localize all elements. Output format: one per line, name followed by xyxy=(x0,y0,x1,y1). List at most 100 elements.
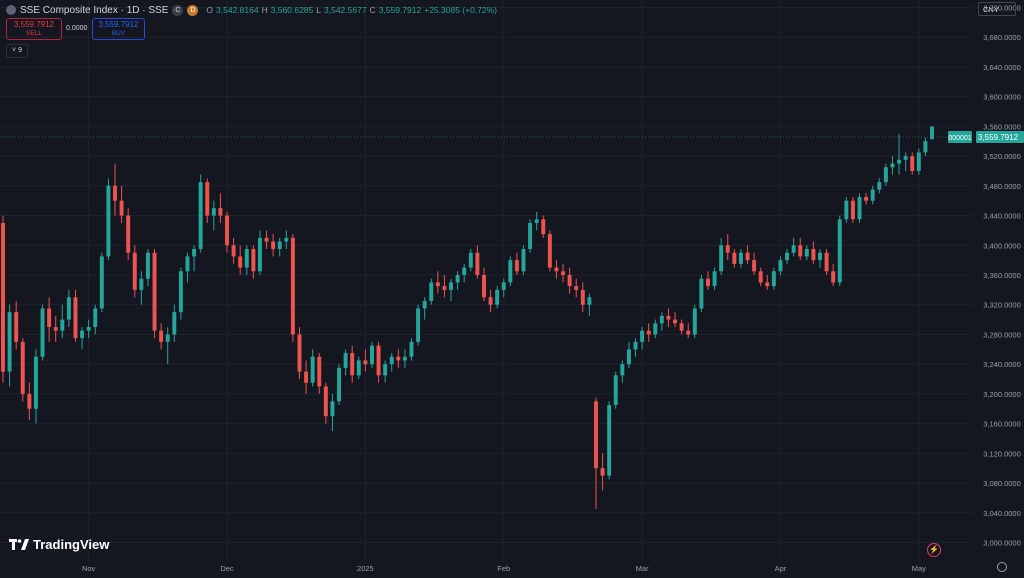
price-axis: 3,000.0000 3,040.0000 3,080.0000 3,120.0000… xyxy=(983,4,1021,548)
candle xyxy=(475,245,480,279)
candle xyxy=(159,323,164,350)
last-price-label: 3,559.7912 xyxy=(978,133,1019,142)
candle xyxy=(145,248,150,287)
candle xyxy=(481,267,486,302)
tag-d: D xyxy=(187,4,199,16)
candle xyxy=(633,338,638,357)
candle xyxy=(323,382,328,424)
indicators-toggle[interactable]: ˅ 9 xyxy=(6,44,28,58)
candle xyxy=(198,174,203,253)
chart-grid xyxy=(0,0,972,562)
candle xyxy=(785,248,790,264)
candle xyxy=(238,245,243,275)
candle xyxy=(930,125,934,140)
candle xyxy=(890,156,895,175)
candle xyxy=(304,360,309,394)
candle xyxy=(818,248,822,268)
candle xyxy=(416,304,421,346)
candle xyxy=(53,315,58,342)
last-price-label-box xyxy=(976,131,1024,143)
candle xyxy=(251,245,256,279)
candle xyxy=(620,360,625,383)
candle xyxy=(561,263,566,283)
tradingview-logo-icon xyxy=(9,539,29,550)
y-tick-label: 3,720.0000 xyxy=(983,4,1021,13)
candle xyxy=(20,338,25,402)
candle xyxy=(673,312,678,328)
candle xyxy=(837,215,842,287)
candle xyxy=(60,304,65,339)
candle xyxy=(679,319,684,335)
candle xyxy=(804,245,809,261)
candle xyxy=(580,282,585,313)
candle xyxy=(178,267,183,320)
candle xyxy=(923,137,928,157)
candle xyxy=(192,245,197,272)
y-tick-label: 3,680.0000 xyxy=(983,33,1021,42)
candle xyxy=(541,215,546,238)
x-tick-label: Apr xyxy=(775,564,787,573)
y-tick-label: 3,640.0000 xyxy=(983,63,1021,72)
candle xyxy=(27,382,32,420)
last-price-symbol-box xyxy=(948,131,972,143)
candle xyxy=(567,267,572,294)
candle xyxy=(699,275,704,313)
x-tick-label: 2025 xyxy=(357,564,374,573)
candle xyxy=(337,364,341,406)
sell-button[interactable]: 3,559.7912 SELL xyxy=(6,18,62,40)
candle xyxy=(706,271,710,290)
y-tick-label: 3,240.0000 xyxy=(983,360,1021,369)
indicators-count: 9 xyxy=(18,47,22,54)
candle xyxy=(310,349,315,387)
candle xyxy=(369,341,374,368)
y-tick-label: 3,520.0000 xyxy=(983,152,1021,161)
x-tick-label: May xyxy=(912,564,926,573)
candle xyxy=(455,271,460,290)
lightning-icon[interactable]: ⚡ xyxy=(927,543,941,557)
candle xyxy=(119,185,124,223)
y-tick-label: 3,320.0000 xyxy=(983,301,1021,310)
sell-label: SELL xyxy=(26,29,42,37)
candle xyxy=(442,275,447,298)
sell-price: 3,559.7912 xyxy=(13,20,55,29)
gear-icon[interactable] xyxy=(997,562,1007,572)
candle xyxy=(528,219,533,253)
currency-selector[interactable]: CNY xyxy=(978,2,1016,16)
candle xyxy=(73,289,78,342)
candle xyxy=(626,341,631,368)
price-axis-bg xyxy=(972,0,1024,578)
candle xyxy=(409,338,414,361)
candle xyxy=(80,327,85,350)
candle xyxy=(356,356,361,380)
candle xyxy=(389,353,394,372)
candle xyxy=(284,230,289,249)
y-tick-label: 3,360.0000 xyxy=(983,271,1021,280)
candle xyxy=(653,319,658,339)
candle xyxy=(66,289,71,328)
candle xyxy=(165,327,170,365)
candle xyxy=(791,237,796,257)
candle xyxy=(33,349,38,424)
candle xyxy=(363,349,368,372)
buy-label: BUY xyxy=(111,29,126,37)
ohlc-l-value: 3,542.5677 xyxy=(324,5,367,15)
buy-button[interactable]: 3,559.7912 BUY xyxy=(92,18,145,40)
symbol-title[interactable]: SSE Composite Index · 1D · SSE xyxy=(20,4,169,16)
tradingview-logo[interactable]: TradingView xyxy=(9,537,109,552)
y-tick-label: 3,040.0000 xyxy=(983,509,1021,518)
candle xyxy=(1,215,5,383)
candle xyxy=(778,256,783,275)
candle xyxy=(725,234,730,261)
candle xyxy=(402,349,407,368)
candle xyxy=(910,152,915,175)
ohlc-change: +25.3085 (+0.72%) xyxy=(424,5,498,15)
candle xyxy=(211,200,216,231)
candle xyxy=(864,193,869,205)
candle xyxy=(264,230,269,249)
candle xyxy=(771,267,776,290)
chevron-down-icon: ˅ xyxy=(12,47,19,54)
candle xyxy=(732,248,737,268)
spread-value: 0.0000 xyxy=(66,25,88,32)
x-tick-label: Nov xyxy=(82,564,96,573)
